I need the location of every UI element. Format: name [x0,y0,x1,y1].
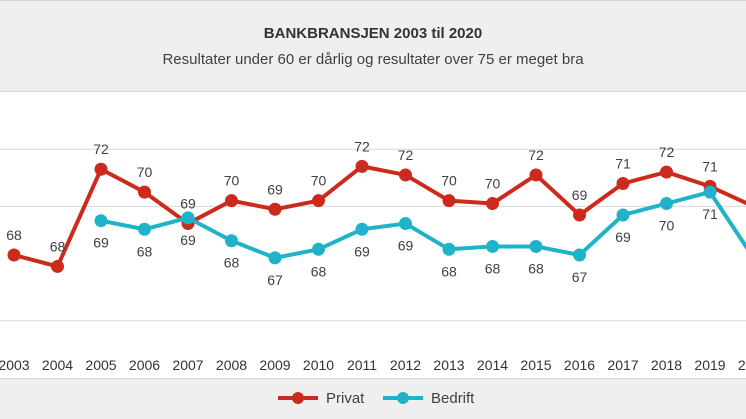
x-tick-2004: 2004 [42,357,73,373]
legend-item-bedrift[interactable]: Bedrift [381,388,474,408]
x-tick-2007: 2007 [172,357,203,373]
legend: Privat Bedrift [0,378,746,419]
label-bedrift-2015: 68 [528,260,544,276]
label-privat-2019: 71 [702,158,718,174]
x-tick-2008: 2008 [216,357,247,373]
point-privat-2018[interactable] [660,165,673,179]
point-privat-2005[interactable] [94,162,108,176]
label-privat-2004: 68 [50,238,66,254]
point-bedrift-2011[interactable] [355,222,369,236]
x-axis: 2003 2004 2005 2006 2007 2008 2009 2010 2011 2012… [0,357,746,373]
chart-header: BANKBRANSJEN 2003 til 2020 Resultater un… [0,0,746,92]
x-tick-2010: 2010 [303,357,334,373]
label-privat-2017: 71 [615,156,631,172]
point-bedrift-2019[interactable] [703,185,717,199]
label-privat-2005: 72 [93,141,109,157]
x-tick-2020: 2020 [738,357,746,373]
point-privat-2017[interactable] [616,177,630,191]
chart-subtitle: Resultater under 60 er dårlig og resulta… [162,51,584,68]
point-privat-2006[interactable] [138,185,151,199]
label-bedrift-2010: 68 [311,263,327,279]
gridlines [0,148,746,322]
label-privat-2012: 72 [398,147,414,163]
label-bedrift-2009: 67 [267,272,283,288]
label-privat-2018: 72 [659,144,675,160]
label-bedrift-2005: 69 [93,235,109,251]
x-tick-2005: 2005 [85,357,116,373]
point-privat-2012[interactable] [399,168,412,182]
point-bedrift-2015[interactable] [529,239,543,253]
x-tick-2003: 2003 [0,357,30,373]
legend-item-privat[interactable]: Privat [276,388,364,408]
legend-swatch-privat [278,392,318,404]
legend-label-bedrift: Bedrift [431,389,475,407]
chart-title: BANKBRANSJEN 2003 til 2020 [263,25,483,42]
x-tick-2013: 2013 [433,357,464,373]
label-bedrift-2014: 68 [485,260,501,276]
label-bedrift-2017: 69 [615,229,631,245]
label-privat-2016: 69 [572,187,588,203]
label-bedrift-2016: 67 [572,269,588,285]
point-bedrift-2018[interactable] [660,197,673,211]
point-privat-2004[interactable] [51,259,64,273]
data-labels: 68 68 72 70 69 70 69 70 72 72 70 70 72 69 71 72 71 70 69 68… [6,138,746,288]
point-bedrift-2010[interactable] [312,242,325,256]
point-privat-2003[interactable] [7,248,21,262]
label-privat-2006: 70 [137,164,153,180]
point-bedrift-2006[interactable] [138,222,151,236]
label-privat-2009: 69 [267,181,283,197]
label-bedrift-2007: 69 [180,232,196,248]
label-privat-2010: 70 [311,173,327,189]
x-tick-2009: 2009 [259,357,290,373]
point-bedrift-2009[interactable] [268,251,282,265]
label-privat-2014: 70 [485,176,501,192]
x-tick-2019: 2019 [694,357,725,373]
label-privat-2011: 72 [354,138,370,154]
point-privat-2015[interactable] [529,168,543,182]
label-bedrift-2018: 70 [659,218,675,234]
label-privat-2008: 70 [224,173,240,189]
point-bedrift-2012[interactable] [399,217,412,231]
legend-label-privat: Privat [326,389,365,407]
point-bedrift-2005[interactable] [94,214,108,228]
x-tick-2015: 2015 [520,357,551,373]
label-bedrift-2019: 71 [702,206,718,222]
x-tick-2012: 2012 [390,357,421,373]
point-bedrift-2016[interactable] [573,248,586,262]
point-privat-2013[interactable] [442,194,456,208]
series-lines [7,159,746,273]
x-tick-2014: 2014 [477,357,508,373]
label-bedrift-2011: 69 [354,243,370,259]
x-tick-2017: 2017 [607,357,638,373]
point-bedrift-2017[interactable] [616,208,630,222]
x-tick-2018: 2018 [651,357,682,373]
point-bedrift-2013[interactable] [442,242,456,256]
x-tick-2011: 2011 [347,357,377,373]
point-privat-2009[interactable] [268,202,282,216]
point-bedrift-2007[interactable] [181,211,195,225]
label-bedrift-2008: 68 [224,255,240,271]
series-line-privat [13,164,746,269]
label-privat-2015: 72 [528,147,544,163]
label-bedrift-2006: 68 [137,243,153,259]
label-privat-2013: 70 [441,173,457,189]
point-privat-2016[interactable] [573,208,586,222]
point-privat-2011[interactable] [355,159,369,173]
label-privat-2003: 68 [6,227,22,243]
label-bedrift-2012: 69 [398,238,414,254]
label-privat-2007: 69 [180,196,196,212]
point-bedrift-2014[interactable] [486,239,499,253]
x-tick-2006: 2006 [129,357,160,373]
point-bedrift-2008[interactable] [225,234,238,248]
point-privat-2014[interactable] [486,197,499,211]
point-privat-2008[interactable] [225,194,238,208]
x-tick-2016: 2016 [564,357,595,373]
legend-swatch-bedrift [383,392,423,404]
series-line-bedrift [100,190,746,260]
label-bedrift-2013: 68 [441,263,457,279]
point-privat-2010[interactable] [312,194,325,208]
